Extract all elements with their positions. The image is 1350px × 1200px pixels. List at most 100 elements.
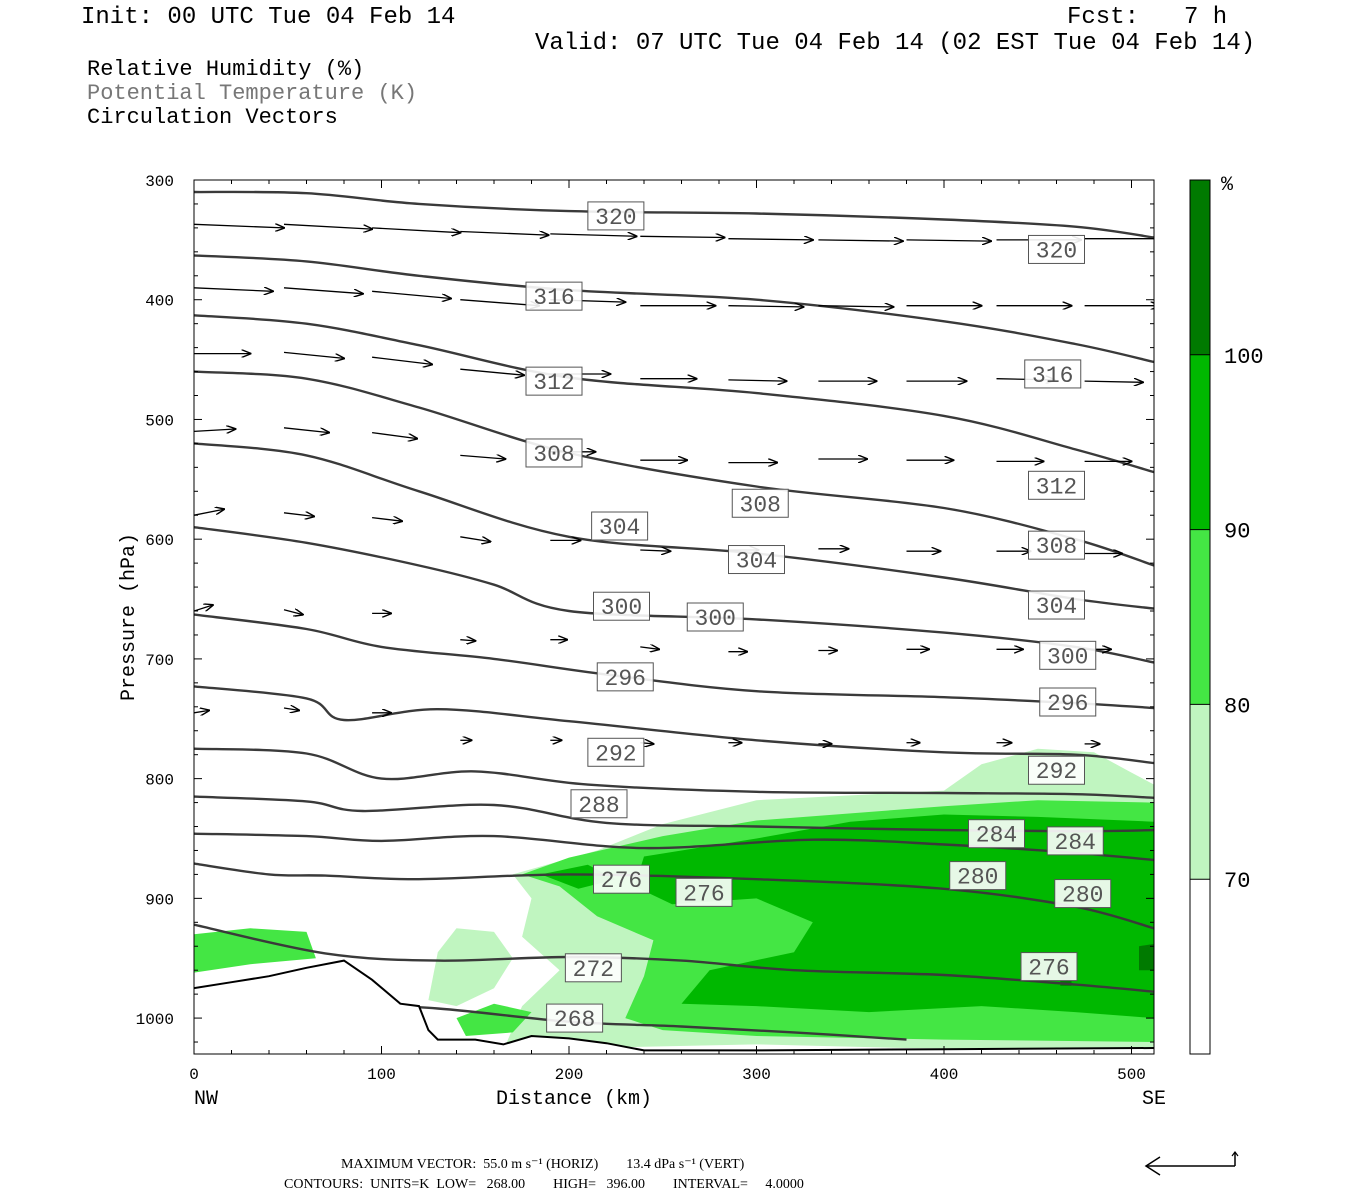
- init-time: Init: 00 UTC Tue 04 Feb 14: [81, 4, 456, 31]
- theta-label-text: 300: [1047, 644, 1088, 670]
- theta-label-box: [546, 1003, 604, 1033]
- colorbar-frame: [1189, 179, 1211, 1055]
- theta-label-box: [525, 366, 583, 396]
- theta-label-316: 316: [525, 281, 583, 311]
- circulation-vector: [283, 287, 363, 294]
- circulation-vector: [1084, 381, 1143, 382]
- forecast-label: Fcst:: [1067, 4, 1140, 31]
- theta-label-text: 276: [683, 881, 724, 907]
- theta-label-text: 272: [573, 957, 614, 983]
- theta-label-text: 304: [1036, 594, 1077, 620]
- theta-contour-288: [194, 747, 1154, 799]
- circulation-vector: [818, 240, 902, 241]
- theta-label-text: 316: [1032, 363, 1073, 389]
- theta-label-box: [1046, 826, 1104, 856]
- theta-label-box: [525, 281, 583, 311]
- colorbar: 70 80 90 100%: [1189, 174, 1264, 1055]
- theta-label-296: 296: [596, 662, 654, 692]
- theta-label-text: 288: [578, 793, 619, 819]
- theta-label-box: [596, 662, 654, 692]
- circulation-vector: [194, 224, 284, 228]
- theta-label-text: 320: [1036, 238, 1077, 264]
- theta-label-box: [1039, 640, 1097, 670]
- y-axis-title: Pressure (hPa): [118, 533, 141, 701]
- theta-label-280: 280: [949, 861, 1007, 891]
- theta-label-280: 280: [1054, 879, 1112, 909]
- circulation-vector: [372, 227, 460, 233]
- theta-label-box: [1020, 952, 1078, 982]
- y-tick-label: 900: [145, 891, 174, 909]
- theta-label-box: [1054, 879, 1112, 909]
- theta-label-292: 292: [587, 737, 645, 767]
- reference-vector-head: [1144, 1156, 1161, 1176]
- theta-label-box: [1028, 234, 1085, 264]
- theta-label-text: 316: [533, 285, 574, 311]
- circulation-vector: [728, 306, 803, 307]
- legend-relative-humidity: Relative Humidity (%): [87, 57, 365, 82]
- theta-label-box: [686, 602, 744, 632]
- theta-label-268: 268: [546, 1003, 604, 1033]
- theta-label-box: [587, 737, 645, 767]
- colorbar-segment: [1190, 879, 1210, 1054]
- y-tick-label: 400: [145, 293, 174, 311]
- theta-contour-272: [194, 923, 1154, 993]
- circulation-vector: [194, 605, 213, 612]
- circulation-vector: [640, 236, 724, 237]
- theta-label-box: [1028, 755, 1085, 785]
- y-tick-label: 1000: [136, 1011, 174, 1029]
- theta-label-text: 320: [595, 205, 636, 231]
- circulation-vector: [283, 513, 314, 517]
- x-tick-label: 300: [742, 1066, 771, 1084]
- theta-label-text: 312: [533, 370, 574, 396]
- colorbar-segment: [1190, 529, 1210, 705]
- circulation-vector: [372, 290, 451, 298]
- reference-vector-tip: [1231, 1151, 1239, 1157]
- theta-label-layer: 320 320 316 316 312 312 308 308 308 304 304 304 300 3…: [525, 201, 1112, 1033]
- theta-label-304: 304: [591, 511, 649, 541]
- theta-label-text: 296: [605, 666, 646, 692]
- theta-label-308: 308: [525, 438, 583, 468]
- theta-label-text: 312: [1036, 474, 1077, 500]
- theta-label-text: 292: [595, 741, 636, 767]
- theta-label-box: [570, 789, 628, 819]
- theta-label-text: 284: [976, 823, 1017, 849]
- theta-label-text: 300: [601, 595, 642, 621]
- theta-label-text: 304: [599, 515, 640, 541]
- theta-contour-316: [194, 254, 1154, 364]
- theta-label-box: [1028, 590, 1085, 620]
- theta-label-text: 308: [740, 492, 781, 518]
- theta-label-304: 304: [1028, 590, 1085, 620]
- y-tick-label: 800: [145, 772, 174, 790]
- theta-label-box: [949, 861, 1007, 891]
- theta-label-box: [591, 511, 649, 541]
- circulation-vector: [372, 431, 417, 439]
- reference-vector: [1144, 1151, 1239, 1176]
- circulation-vector: [460, 232, 548, 236]
- axes-layer: 300 400 500 600 700 800 900 1000 0 100 200 300 400 50…: [118, 173, 1166, 1111]
- circulation-vector: [194, 710, 209, 712]
- theta-label-text: 268: [554, 1007, 595, 1033]
- theta-label-312: 312: [1028, 470, 1085, 500]
- theta-label-box: [728, 545, 785, 575]
- theta-label-284: 284: [968, 819, 1025, 849]
- colorbar-segment: [1190, 354, 1210, 530]
- theta-label-320: 320: [1028, 234, 1085, 264]
- x-tick-label: 200: [555, 1066, 584, 1084]
- below-ground-mask: [194, 960, 1154, 1054]
- x-axis-title: Distance (km): [496, 1088, 652, 1111]
- forecast-hour: 7 h: [1184, 4, 1228, 31]
- contour-note: CONTOURS: UNITS=K LOW= 268.00 HIGH= 396.…: [284, 1177, 804, 1192]
- theta-label-box: [564, 953, 622, 983]
- circulation-vector: [460, 640, 475, 641]
- circulation-vector: [640, 550, 670, 551]
- theta-contour-304: [194, 442, 1154, 610]
- x-tick-label: 0: [189, 1066, 199, 1084]
- theta-label-box: [675, 877, 733, 907]
- circulation-vector: [194, 288, 273, 292]
- theta-label-text: 280: [1062, 883, 1103, 909]
- theta-label-box: [968, 819, 1025, 849]
- theta-label-text: 300: [695, 606, 736, 632]
- colorbar-label: 90: [1224, 520, 1250, 545]
- circulation-vector: [550, 234, 636, 236]
